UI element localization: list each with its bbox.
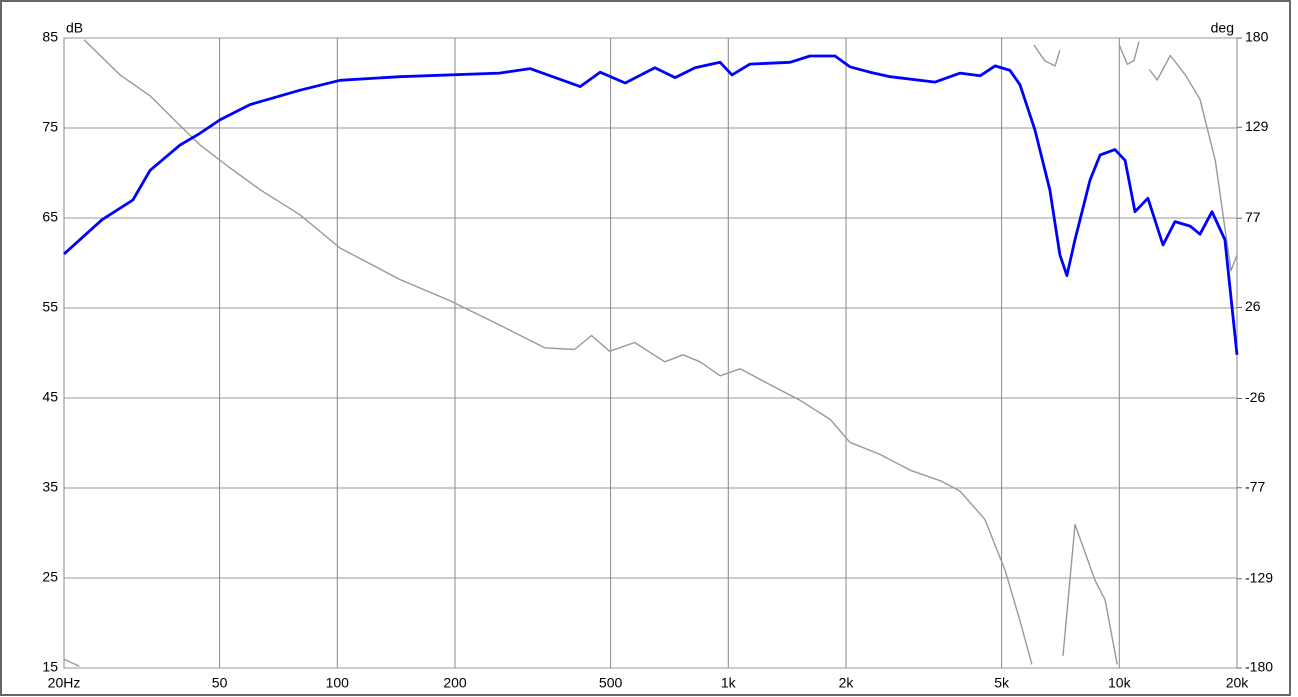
series-line (63, 39, 1238, 667)
y-tick-label: 75 (42, 119, 58, 135)
x-tick-label: 100 (326, 675, 350, 691)
y-axis-label: dB (66, 20, 83, 36)
y2-tick-label: 129 (1245, 118, 1269, 134)
y-tick-label: 15 (42, 659, 58, 675)
x-tick-label: 50 (212, 675, 228, 691)
y-tick-label: 65 (42, 209, 58, 225)
x-tick-label: 10k (1108, 675, 1132, 691)
x-tick-label: 500 (599, 675, 623, 691)
y2-tick-label: -180 (1245, 659, 1273, 675)
y-tick-label: 55 (42, 299, 58, 315)
x-tick-label: 20k (1226, 675, 1250, 691)
x-tick-label: 5k (994, 675, 1010, 691)
x-tick-label: 1k (721, 675, 737, 691)
y-tick-label: 25 (42, 569, 58, 585)
y2-tick-label: -77 (1245, 478, 1265, 494)
y2-tick-label: 180 (1245, 29, 1269, 45)
y-tick-label: 85 (42, 29, 58, 45)
x-tick-label: 20Hz (48, 675, 81, 691)
x-tick-label: 200 (443, 675, 467, 691)
y2-tick-label: -26 (1245, 389, 1265, 405)
y2-tick-label: 26 (1245, 298, 1261, 314)
y-tick-label: 45 (42, 389, 58, 405)
x-tick-label: 2k (839, 675, 855, 691)
y2-tick-label: 77 (1245, 209, 1261, 225)
series-line (63, 54, 1239, 355)
y2-axis-label: deg (1211, 20, 1234, 36)
y-tick-label: 35 (42, 479, 58, 495)
y2-tick-label: -129 (1245, 569, 1273, 585)
